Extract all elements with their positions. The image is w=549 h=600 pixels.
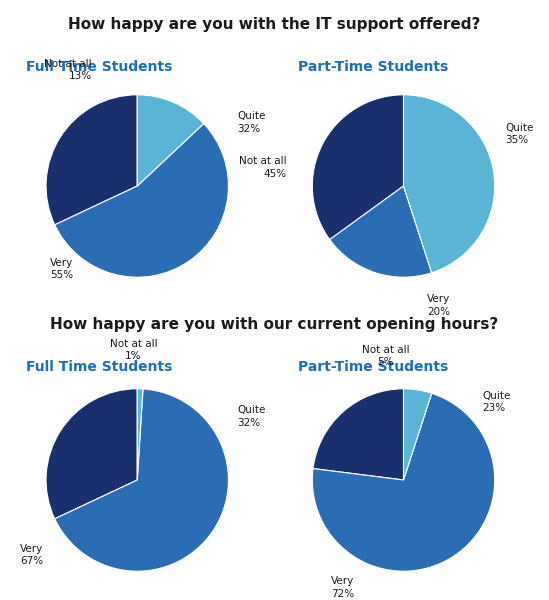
Wedge shape — [46, 95, 137, 225]
Text: Not at all
13%: Not at all 13% — [44, 59, 92, 82]
Text: Not at all
5%: Not at all 5% — [362, 345, 410, 367]
Wedge shape — [312, 393, 495, 571]
Wedge shape — [313, 389, 404, 480]
Wedge shape — [137, 95, 204, 186]
Text: How happy are you with our current opening hours?: How happy are you with our current openi… — [51, 317, 498, 332]
Text: Not at all
45%: Not at all 45% — [239, 156, 287, 179]
Wedge shape — [55, 124, 228, 277]
Text: Quite
23%: Quite 23% — [482, 391, 510, 413]
Text: Part-Time Students: Part-Time Students — [298, 61, 449, 74]
Wedge shape — [137, 389, 143, 480]
Wedge shape — [55, 389, 228, 571]
Text: Quite
35%: Quite 35% — [505, 123, 534, 145]
Text: Full Time Students: Full Time Students — [26, 61, 172, 74]
Wedge shape — [46, 389, 137, 519]
Text: Not at all
1%: Not at all 1% — [110, 339, 158, 361]
Text: Very
72%: Very 72% — [331, 576, 354, 599]
Text: Quite
32%: Quite 32% — [237, 405, 266, 428]
Wedge shape — [404, 389, 432, 480]
Text: How happy are you with the IT support offered?: How happy are you with the IT support of… — [68, 17, 481, 32]
Text: Very
55%: Very 55% — [50, 258, 73, 280]
Text: Part-Time Students: Part-Time Students — [298, 361, 449, 374]
Text: Full Time Students: Full Time Students — [26, 361, 172, 374]
Wedge shape — [330, 186, 432, 277]
Wedge shape — [404, 95, 495, 273]
Text: Quite
32%: Quite 32% — [237, 111, 266, 134]
Text: Very
20%: Very 20% — [427, 295, 450, 317]
Wedge shape — [312, 95, 404, 239]
Text: Very
67%: Very 67% — [20, 544, 43, 566]
